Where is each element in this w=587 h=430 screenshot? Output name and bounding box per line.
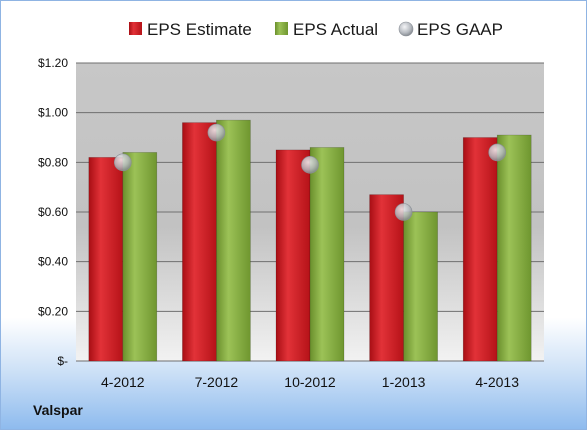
y-tick-label: $- [57, 354, 68, 368]
y-tick-label: $0.20 [38, 304, 68, 318]
x-tick-label: 1-2013 [382, 374, 426, 390]
bars [88, 119, 532, 362]
legend-swatch [129, 22, 142, 35]
actual-bar [496, 134, 532, 362]
estimate-bar [462, 137, 498, 362]
legend-label: EPS GAAP [417, 20, 503, 39]
y-tick-label: $0.60 [38, 205, 68, 219]
gaap-marker [114, 153, 132, 172]
y-tick-label: $1.00 [38, 106, 68, 120]
actual-bar [122, 152, 158, 362]
estimate-bar [369, 194, 404, 362]
x-tick-label: 7-2012 [195, 374, 239, 390]
legend-label: EPS Estimate [147, 20, 252, 39]
gaap-marker [394, 203, 413, 221]
x-tick-label: 4-2013 [475, 374, 519, 390]
gaap-marker [488, 143, 507, 162]
x-tick-label: 4-2012 [101, 374, 145, 390]
company-name: Valspar [33, 402, 83, 418]
x-tick-label: 10-2012 [284, 374, 336, 390]
x-axis-ticks: 4-2012 7-2012 10-2012 1-2013 4-2013 [101, 374, 519, 390]
gaap-marker [207, 123, 226, 142]
y-tick-label: $0.80 [38, 155, 68, 169]
actual-bar [309, 147, 345, 362]
legend: EPS Estimate EPS Actual EPS GAAP [129, 20, 503, 39]
y-tick-label: $0.40 [38, 255, 68, 269]
legend-swatch [275, 22, 288, 35]
y-axis-ticks: $1.20 $1.00 $0.80 $0.60 $0.40 $0.20 $- [38, 56, 68, 368]
legend-swatch [398, 21, 414, 37]
estimate-bar [88, 157, 124, 362]
legend-label: EPS Actual [293, 20, 378, 39]
y-tick-label: $1.20 [38, 56, 68, 70]
estimate-bar [182, 122, 217, 362]
actual-bar [403, 211, 438, 362]
gaap-marker [301, 156, 319, 174]
gaap-markers [114, 123, 507, 221]
estimate-bar [275, 149, 311, 362]
actual-bar [216, 119, 251, 362]
